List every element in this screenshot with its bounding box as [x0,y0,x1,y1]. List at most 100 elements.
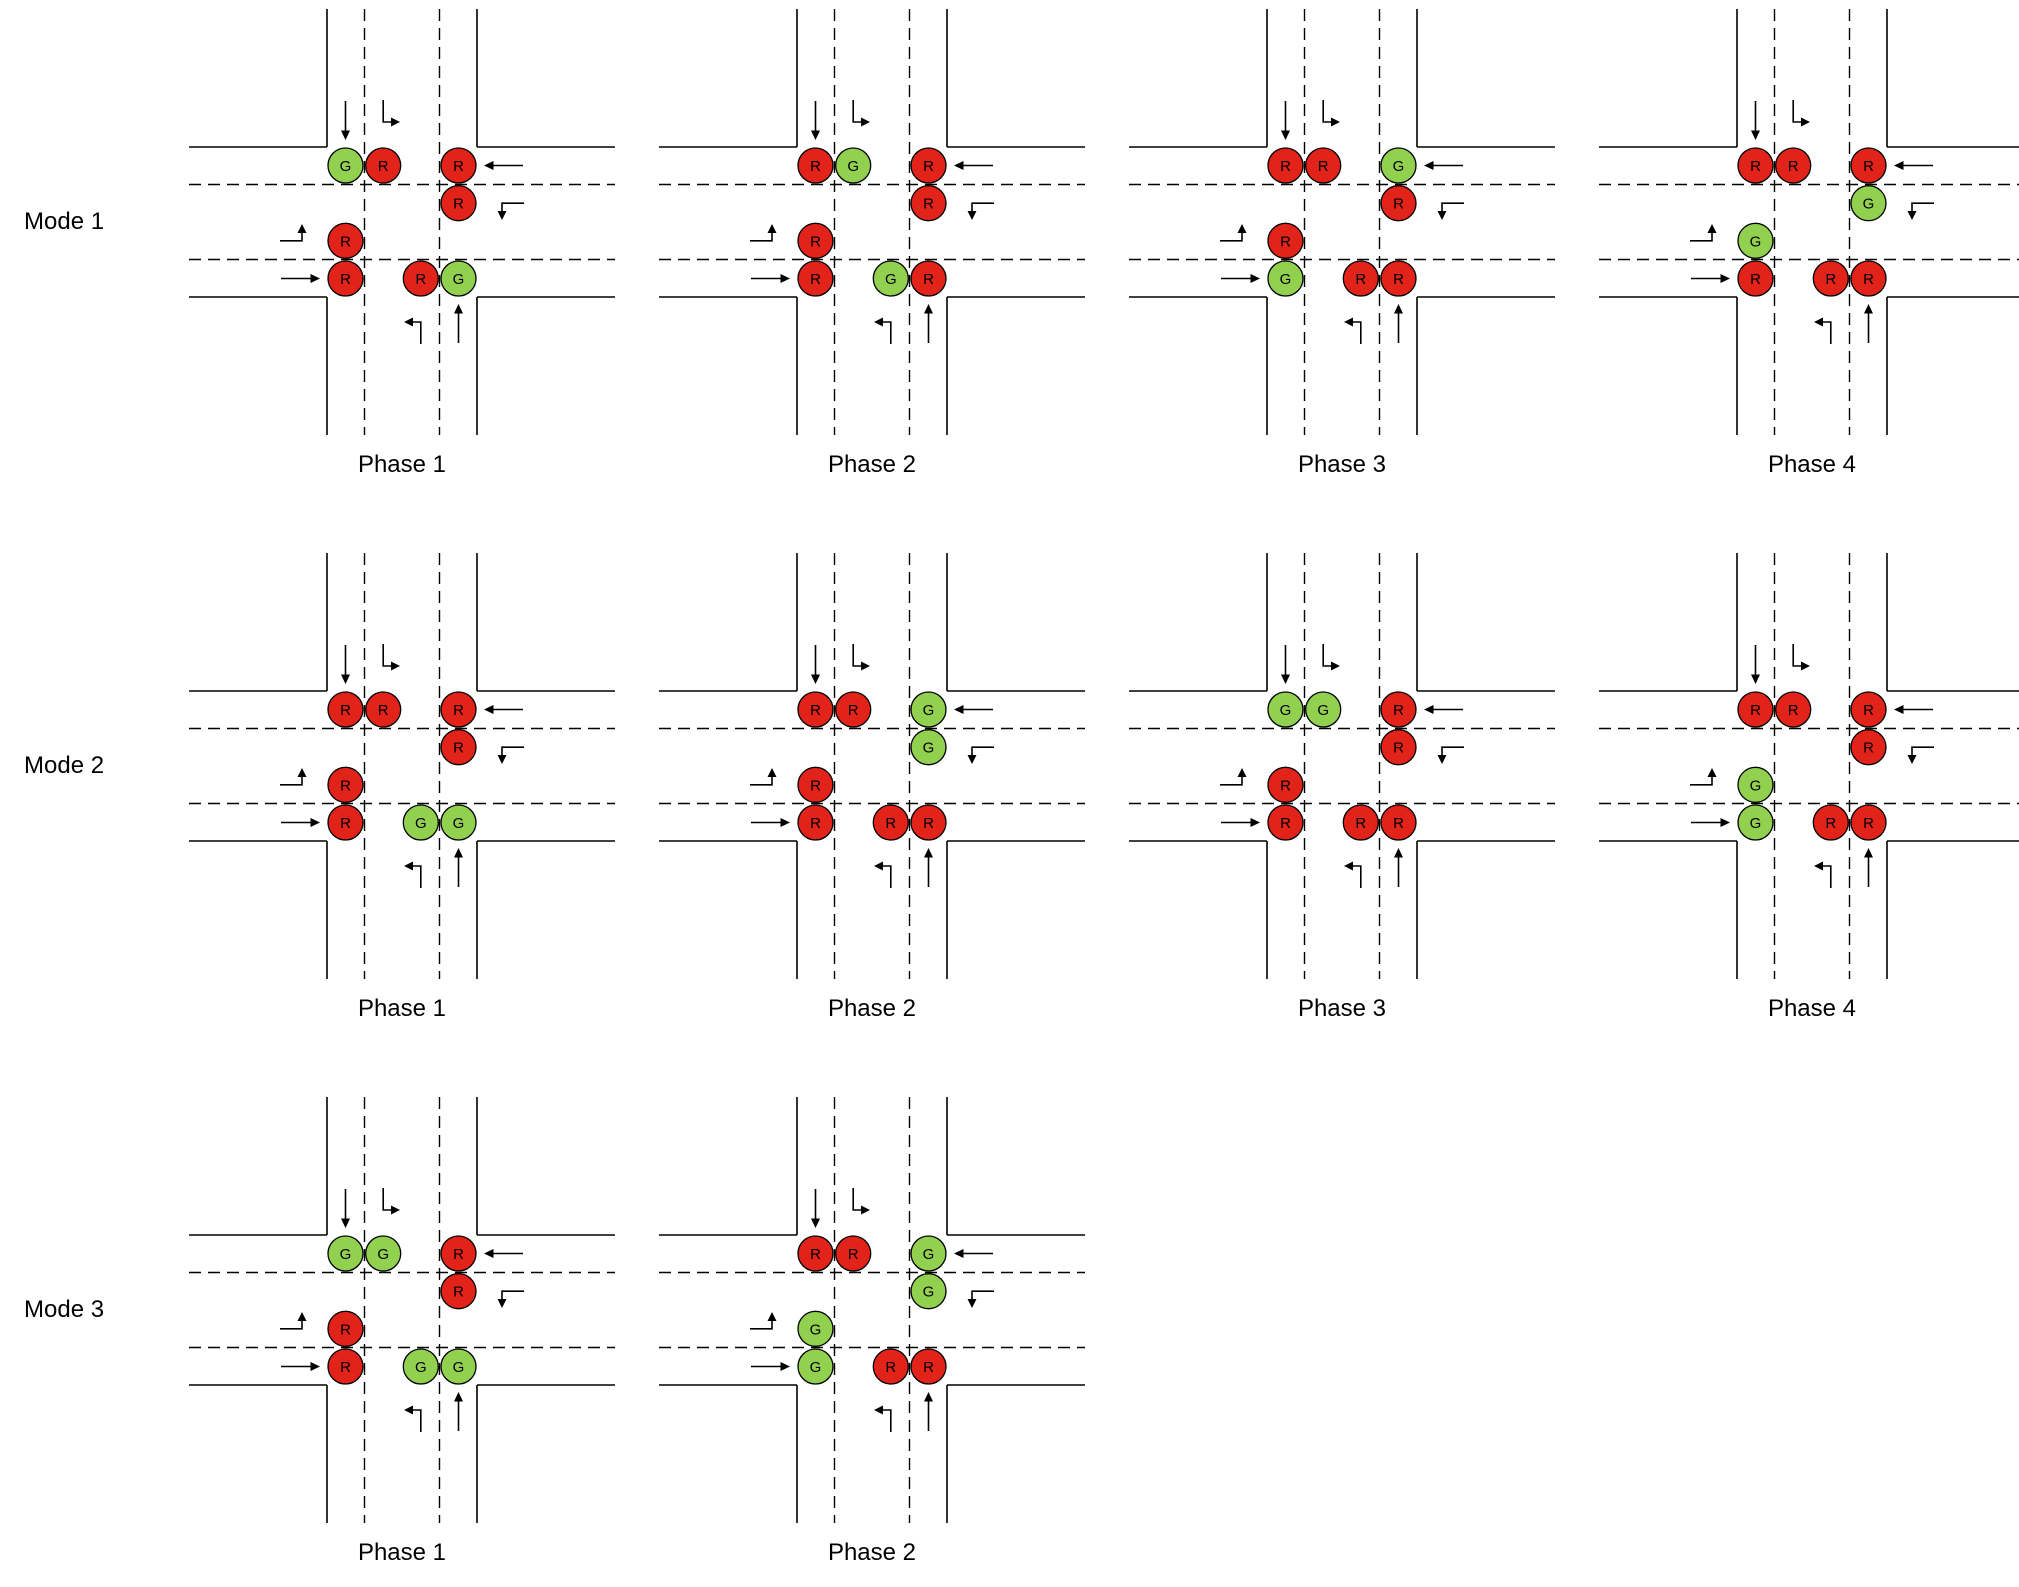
intersection-diagram: R R G R R G R R [1127,7,1557,437]
approach-arrows [811,1188,870,1228]
signal-light-bottom-1: R [910,260,947,297]
left-turn-arrow [1322,100,1331,123]
mode-label: Mode 3 [24,1296,105,1323]
signal-light-bottom-1: R [910,1348,947,1385]
signal-letter: G [377,1246,389,1263]
through-arrow-head [1864,304,1873,314]
signal-circle [365,691,402,728]
signal-light-top-1: R [1305,147,1342,184]
left-turn-arrow-head [1344,317,1353,327]
signal-circle [1775,691,1812,728]
lane-markings [659,9,1085,435]
signal-light-left-0: G [1737,766,1774,803]
approach-arrows [1690,768,1730,827]
signal-letter: G [1863,196,1875,213]
through-arrow-head [811,130,820,140]
signal-light-bottom-1: G [440,1348,477,1385]
signal-circle [797,222,834,259]
through-arrow-head [341,1218,350,1228]
through-arrow-head [811,1218,820,1228]
approach-arrows [404,304,463,344]
signal-circle [910,1273,947,1310]
signal-light-top-1: G [365,1235,402,1272]
left-turn-arrow-head [497,755,507,764]
phase-diagram: R R G G G G R R Phase 2 [637,1095,1107,1567]
signal-light-top-1: R [835,691,872,728]
signal-letter: G [923,1246,935,1263]
signal-circle [327,147,364,184]
through-arrow-head [484,161,494,170]
signal-light-bottom-1: G [440,804,477,841]
signal-light-left-1: R [797,260,834,297]
signal-circle [910,804,947,841]
approach-arrows [1690,224,1730,283]
signal-circle [797,260,834,297]
left-turn-arrow-head [1344,861,1353,871]
through-arrow-head [1751,674,1760,684]
road-edges [1129,9,1555,435]
signal-letter: R [885,815,896,832]
approach-arrows [750,1312,790,1371]
signal-letter: G [1750,233,1762,250]
signal-light-top-0: R [797,1235,834,1272]
left-turn-arrow-head [297,1312,307,1321]
signal-circle [1737,147,1774,184]
approach-arrows [750,224,790,283]
signal-light-top-0: G [327,1235,364,1272]
signal-light-bottom-1: R [1380,804,1417,841]
signal-light-right-0: R [440,147,477,184]
left-turn-arrow-head [874,1405,883,1415]
signal-light-left-0: G [1737,222,1774,259]
left-turn-arrow-head [967,1299,977,1308]
through-arrow-head [341,130,350,140]
signal-light-bottom-1: R [910,804,947,841]
left-turn-arrow [1911,746,1934,755]
intersection-svg: R R R R G G R R [1599,553,2019,979]
through-arrow-head [780,818,790,827]
signal-light-top-1: G [1305,691,1342,728]
signal-light-bottom-1: R [1380,260,1417,297]
approach-arrows [750,768,790,827]
signal-letter: R [340,702,351,719]
signal-letter: R [885,1359,896,1376]
approach-arrows [1894,705,1934,764]
signal-circle [327,260,364,297]
intersection-svg: R R R G G R R R [1599,9,2019,435]
signal-light-right-1: R [1380,729,1417,766]
signal-light-right-1: G [910,1273,947,1310]
phase-label: Phase 2 [827,995,917,1022]
phase-diagram: R R G R R G R R Phase 3 [1107,7,1577,479]
through-arrow-head [1720,274,1730,283]
road-edges [659,553,1085,979]
signal-light-left-0: R [797,222,834,259]
signal-letter: R [340,271,351,288]
signal-light-top-1: R [835,1235,872,1272]
through-arrow-head [954,705,964,714]
phase-diagram: R R R R R R G G Phase 1 [167,551,637,1023]
left-turn-arrow [1823,321,1832,344]
phase-diagram: G R R R R R R G Phase 1 [167,7,637,479]
phase-diagram: G G R R R R R R Phase 3 [1107,551,1577,1023]
approach-arrows [811,100,870,140]
signal-letter: G [1750,777,1762,794]
lane-markings [189,1097,615,1523]
signal-circle [327,222,364,259]
left-turn-arrow-head [767,1312,777,1321]
signal-circle [1850,260,1887,297]
approach-arrows [1424,161,1464,220]
approach-arrows [404,848,463,888]
signal-light-left-1: R [327,1348,364,1385]
through-arrow-head [1394,848,1403,858]
left-turn-arrow-head [391,1205,400,1215]
signal-circle [402,260,439,297]
left-turn-arrow [1220,777,1243,786]
signal-circle [327,1310,364,1347]
signal-letter: R [340,777,351,794]
phase-label: Phase 4 [1767,995,1857,1022]
signal-letter: R [1863,271,1874,288]
signal-light-left-0: R [327,766,364,803]
signal-light-bottom-0: R [402,260,439,297]
signal-circle [872,1348,909,1385]
signal-letter: R [1750,702,1761,719]
